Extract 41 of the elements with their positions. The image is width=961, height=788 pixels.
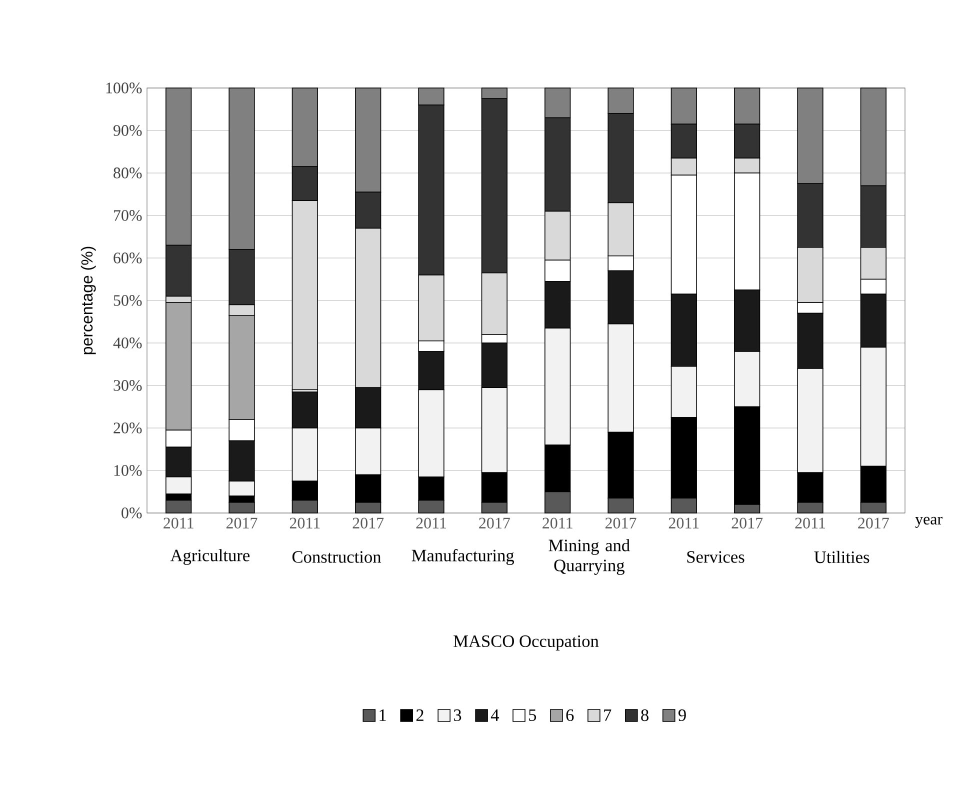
y-tick-label: 0%: [122, 508, 142, 518]
y-tick-label: 90%: [113, 125, 142, 136]
y-tick-label: 100%: [106, 82, 142, 94]
y-tick-label: 50%: [114, 295, 142, 306]
y-tick-label: 70%: [114, 210, 142, 221]
text: Utilities: [814, 550, 870, 564]
y-axis-title: percentage (%): [80, 246, 96, 354]
text: Services: [687, 551, 744, 563]
y-tick-label: 40%: [113, 338, 142, 348]
legend-label: 3: [454, 709, 462, 722]
x-tick-label: 2017: [352, 518, 384, 528]
x-tick-label: 2011: [164, 518, 194, 528]
legend-label: 2: [416, 709, 424, 721]
x-tick-label: 2011: [416, 518, 446, 528]
legend-title: MASCO Occupation: [454, 635, 599, 651]
x-axis-title: year: [915, 516, 942, 528]
x-tick-label: 2017: [858, 518, 889, 528]
x-tick-label: 2017: [605, 518, 636, 528]
x-tick-label: 2017: [732, 518, 763, 528]
x-tick-label: 2011: [795, 518, 826, 528]
y-tick-label: 30%: [114, 380, 142, 391]
legend-label: 6: [566, 709, 574, 722]
y-tick-label: 20%: [114, 422, 142, 434]
y-tick-label: 10%: [114, 465, 142, 476]
x-tick-label: 2011: [290, 518, 320, 528]
legend-label: 7: [604, 709, 612, 721]
x-tick-label: 2011: [542, 518, 572, 528]
legend-label: 4: [490, 709, 500, 721]
legend-label: 9: [678, 709, 686, 722]
x-tick-label: 2017: [226, 518, 258, 528]
legend-label: 1: [380, 709, 386, 721]
text: Construction: [292, 551, 382, 563]
text: Agriculture: [170, 549, 250, 565]
x-tick-label: 2017: [479, 518, 510, 528]
legend-label: 5: [529, 709, 536, 721]
text: Mining and Quarrying: [548, 539, 630, 575]
text: Manufacturing: [412, 549, 514, 565]
x-tick-label: 2011: [668, 518, 699, 528]
legend-label: 8: [641, 709, 648, 722]
y-tick-label: 60%: [114, 252, 142, 264]
y-tick-label: 80%: [114, 168, 142, 178]
